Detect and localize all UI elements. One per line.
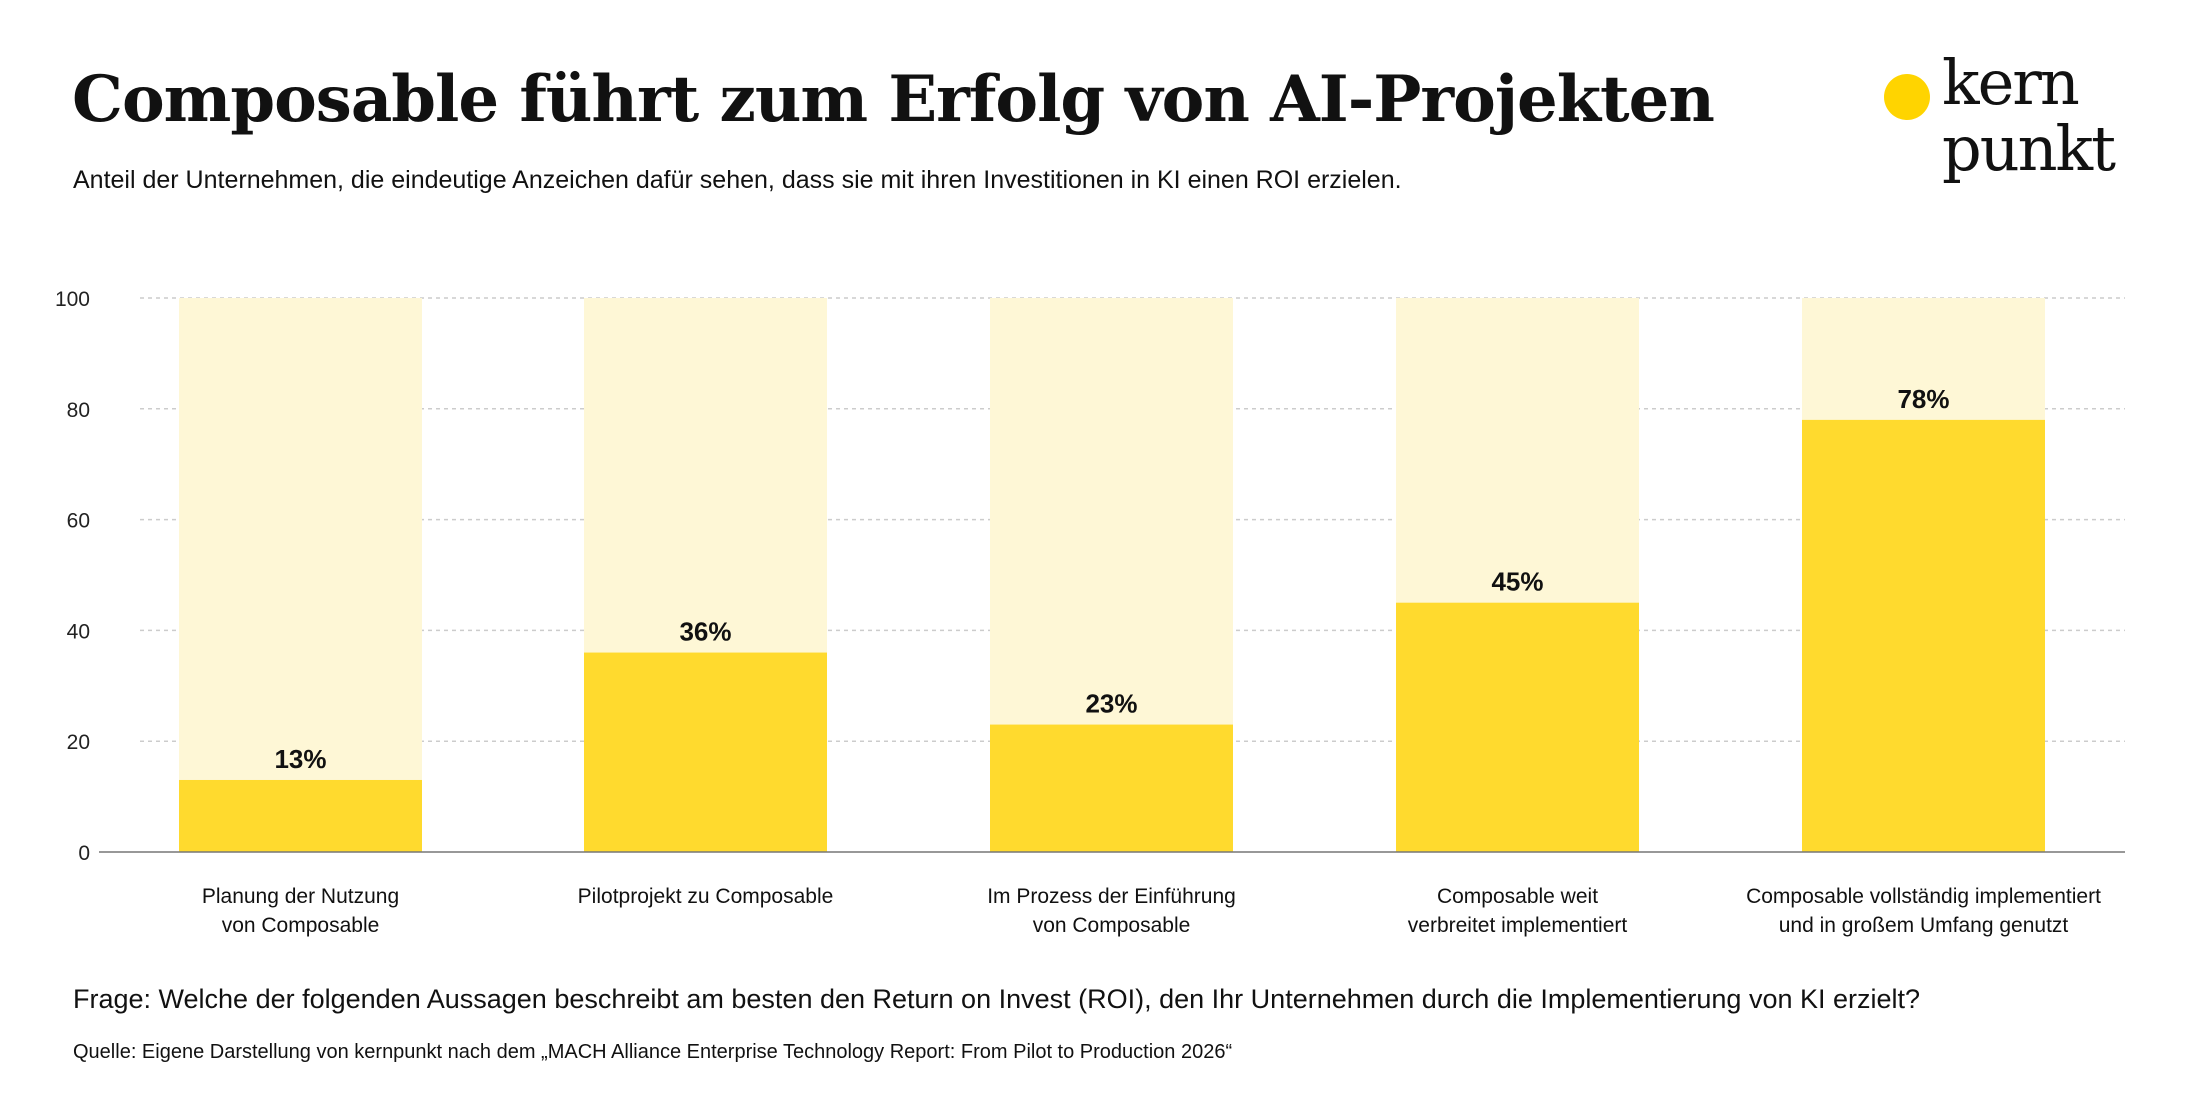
data-label: 36% [679,617,731,647]
y-tick-label: 100 [55,288,90,311]
y-tick-label: 60 [67,510,90,533]
x-tick-label: Composable vollständig implementiert und … [1714,882,2134,940]
x-tick-label-line: Composable weit [1436,885,1599,908]
x-tick-label-line: von Composable [221,914,380,937]
x-tick-label-line: und in großem Umfang genutzt [1778,914,2069,937]
bar [584,652,827,852]
x-tick-label-line: Planung der Nutzung [201,885,400,908]
y-tick-label: 40 [67,620,90,643]
x-tick-label-line: Pilotprojekt zu Composable [577,885,834,908]
logo-word-kern: kern [1942,46,2080,119]
survey-question: Frage: Welche der folgenden Aussagen bes… [73,984,1921,1014]
source-note: Quelle: Eigene Darstellung von kernpunkt… [73,1041,1233,1063]
x-tick-label: Im Prozess der Einführung von Composable [902,882,1322,940]
bar [1396,602,1639,852]
y-tick-label: 80 [67,399,90,422]
kernpunkt-logo: kern punkt [1880,52,2150,202]
logo-word-punkt: punkt [1942,112,2116,185]
bar-chart: 0 20 40 60 80 100 13% 36% 23% 45% 78% [55,288,2125,865]
data-label: 13% [274,744,326,774]
x-tick-label-line: Composable vollständig implementiert [1746,885,2101,908]
y-tick-label: 20 [67,731,90,754]
chart-title: Composable führt zum Erfolg von AI-Proje… [72,62,1715,137]
data-label: 78% [1897,384,1949,414]
bar [1802,419,2045,852]
x-tick-label-line: von Composable [1032,914,1191,937]
data-label: 45% [1491,567,1543,597]
x-tick-label-line: Im Prozess der Einführung [987,885,1236,908]
logo-dot-icon [1884,74,1930,120]
data-label: 23% [1085,689,1137,719]
bar [179,779,422,852]
y-tick-label: 0 [78,842,90,865]
x-tick-label: Pilotprojekt zu Composable [496,882,916,911]
x-tick-label: Composable weit verbreitet implementiert [1308,882,1728,940]
bar-background [179,298,422,852]
x-tick-label-line: verbreitet implementiert [1407,914,1628,937]
bar [990,724,1233,852]
x-tick-label: Planung der Nutzung von Composable [91,882,511,940]
chart-subtitle: Anteil der Unternehmen, die eindeutige A… [73,166,1402,194]
